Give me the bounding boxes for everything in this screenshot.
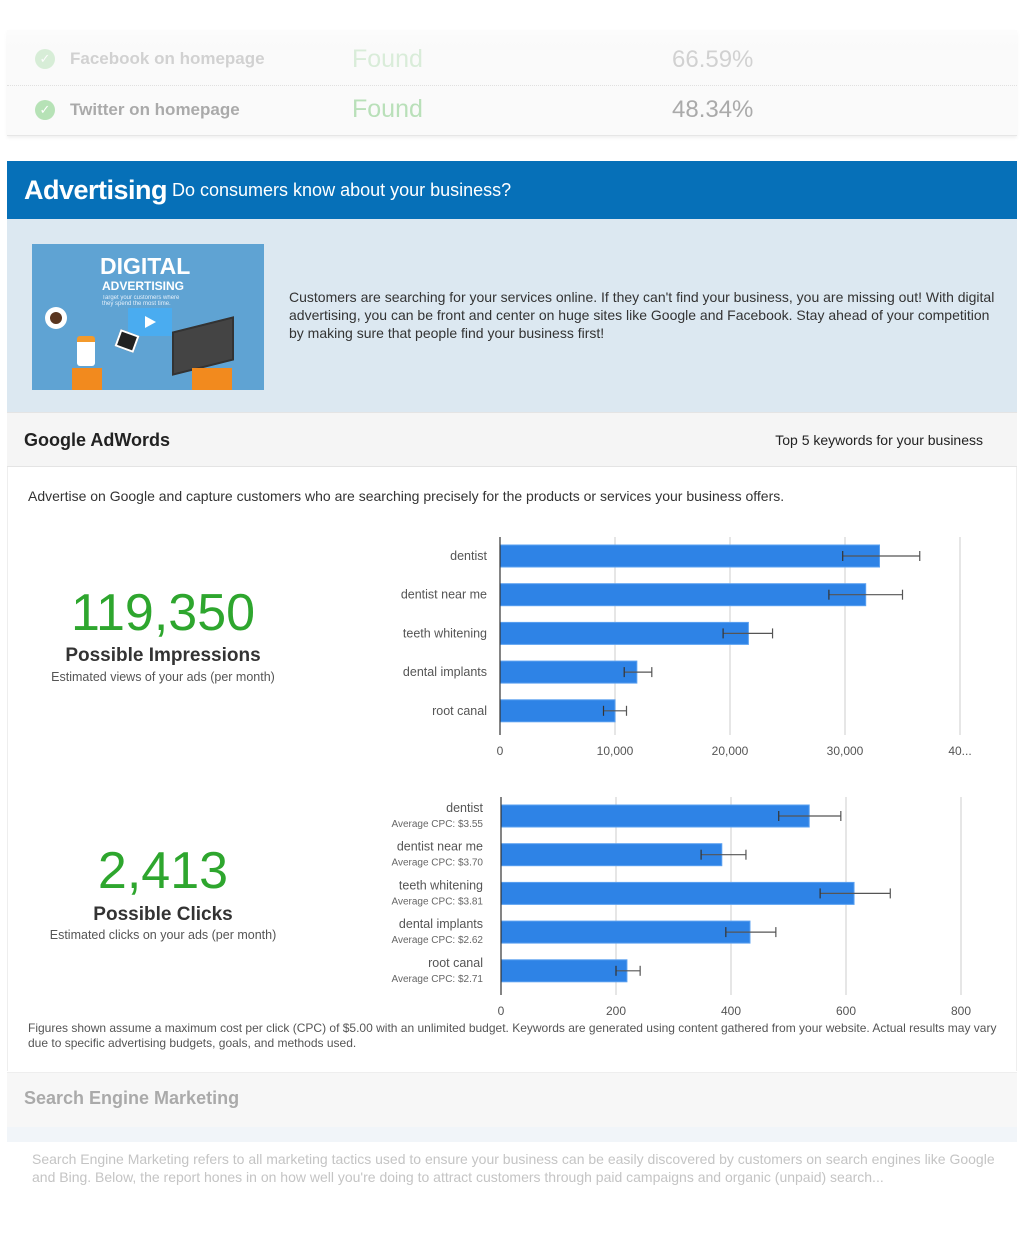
check-circle-icon: ✓ [35, 49, 55, 69]
digital-advertising-video-thumbnail[interactable]: DIGITAL ADVERTISING Target your customer… [32, 244, 264, 390]
fade-overlay [0, 1192, 1024, 1239]
impressions-sub: Estimated views of your ads (per month) [51, 670, 275, 684]
x-tick-label: 40... [948, 744, 971, 758]
sem-description: Search Engine Marketing refers to all ma… [32, 1151, 995, 1185]
thumb-subtitle: ADVERTISING [102, 279, 185, 293]
x-tick-label: 200 [606, 1004, 626, 1018]
x-tick-label: 0 [498, 1004, 505, 1018]
category-label: teeth whitening [399, 878, 483, 892]
category-sublabel: Average CPC: $3.81 [391, 896, 483, 907]
clicks-value: 2,413 [97, 842, 229, 900]
category-label: dentist near me [397, 840, 483, 854]
clicks-sub: Estimated clicks on your ads (per month) [49, 928, 277, 942]
check-percent: 66.59% [672, 46, 754, 73]
category-label: dentist [450, 549, 487, 563]
row-divider [7, 85, 1017, 86]
category-sublabel: Average CPC: $3.70 [391, 858, 483, 869]
x-tick-label: 10,000 [597, 744, 634, 758]
sem-title: Search Engine Marketing [24, 1088, 240, 1108]
laptop-illustration [172, 316, 234, 376]
advertising-description: Customers are searching for your service… [289, 289, 995, 341]
check-label: Facebook on homepage [70, 49, 265, 68]
impressions-bar-chart: 0 10,000 20,000 30,000 40... dentist dentist n… [401, 537, 972, 758]
category-label: dentist [446, 801, 483, 815]
check-label: Twitter on homepage [70, 100, 240, 119]
arm-illustration [192, 368, 232, 390]
fade-overlay [0, 0, 1024, 50]
x-tick-label: 0 [497, 744, 504, 758]
adwords-header: Google AdWords Top 5 keywords for your b… [7, 412, 1017, 467]
bar-dental-implants [500, 920, 751, 944]
bar-dentist [500, 804, 810, 828]
adwords-body [7, 467, 1017, 1071]
arm-illustration [72, 368, 102, 390]
coffee-cup-icon [45, 307, 67, 329]
bar-root-canal [500, 959, 628, 983]
thumb-tagline: Target your customers where they spend t… [102, 295, 180, 307]
check-row-twitter: ✓ Twitter on homepage Found 48.34% [7, 85, 1017, 135]
section-subtitle: Do consumers know about your business? [172, 180, 512, 200]
clicks-bar-chart: 0 200 400 600 800 dentist Average CPC: $3.55 de… [391, 797, 971, 1018]
bar-dentist-near-me [500, 843, 723, 867]
bar-dentist-near-me [499, 583, 867, 607]
category-label: teeth whitening [403, 626, 487, 640]
impressions-value: 119,350 [70, 584, 256, 642]
adwords-intro: Advertise on Google and capture customer… [28, 488, 785, 504]
advertising-intro-panel: DIGITAL ADVERTISING Target your customer… [7, 219, 1017, 412]
category-label: dental implants [399, 917, 483, 931]
section-title: Advertising [24, 175, 168, 205]
impressions-label: Possible Impressions [65, 645, 261, 666]
play-button[interactable] [128, 308, 172, 336]
advertising-header: Advertising Do consumers know about your… [7, 161, 1017, 219]
x-tick-label: 30,000 [827, 744, 864, 758]
category-label: root canal [428, 956, 483, 970]
check-status: Found [352, 95, 423, 123]
clicks-label: Possible Clicks [93, 904, 233, 925]
sem-header [7, 1072, 1017, 1127]
sem-section: Search Engine Marketing Search Engine Ma… [7, 1072, 1017, 1239]
x-tick-label: 20,000 [712, 744, 749, 758]
check-percent: 48.34% [672, 96, 754, 123]
bar-dentist [499, 544, 880, 568]
category-label: dental implants [403, 665, 487, 679]
x-tick-label: 600 [836, 1004, 856, 1018]
phone-illustration [77, 336, 95, 366]
category-label: root canal [432, 704, 487, 718]
x-tick-label: 800 [951, 1004, 971, 1018]
bar-root-canal [499, 699, 616, 723]
bar-teeth-whitening [500, 881, 855, 905]
category-label: dentist near me [401, 588, 487, 602]
bar-teeth-whitening [499, 621, 749, 645]
check-circle-icon: ✓ [35, 100, 55, 120]
category-sublabel: Average CPC: $2.62 [391, 935, 483, 946]
thumb-title: DIGITAL [100, 253, 191, 279]
check-row-facebook: ✓ Facebook on homepage Found 66.59% [7, 34, 1017, 84]
category-sublabel: Average CPC: $2.71 [391, 974, 483, 985]
category-sublabel: Average CPC: $3.55 [391, 819, 483, 830]
adwords-title: Google AdWords [24, 430, 170, 450]
top-keywords-label: Top 5 keywords for your business [775, 432, 983, 448]
bar-dental-implants [499, 660, 638, 684]
adwords-footnote: Figures shown assume a maximum cost per … [28, 1021, 997, 1050]
x-tick-label: 400 [721, 1004, 741, 1018]
sem-divider [7, 1127, 1017, 1142]
